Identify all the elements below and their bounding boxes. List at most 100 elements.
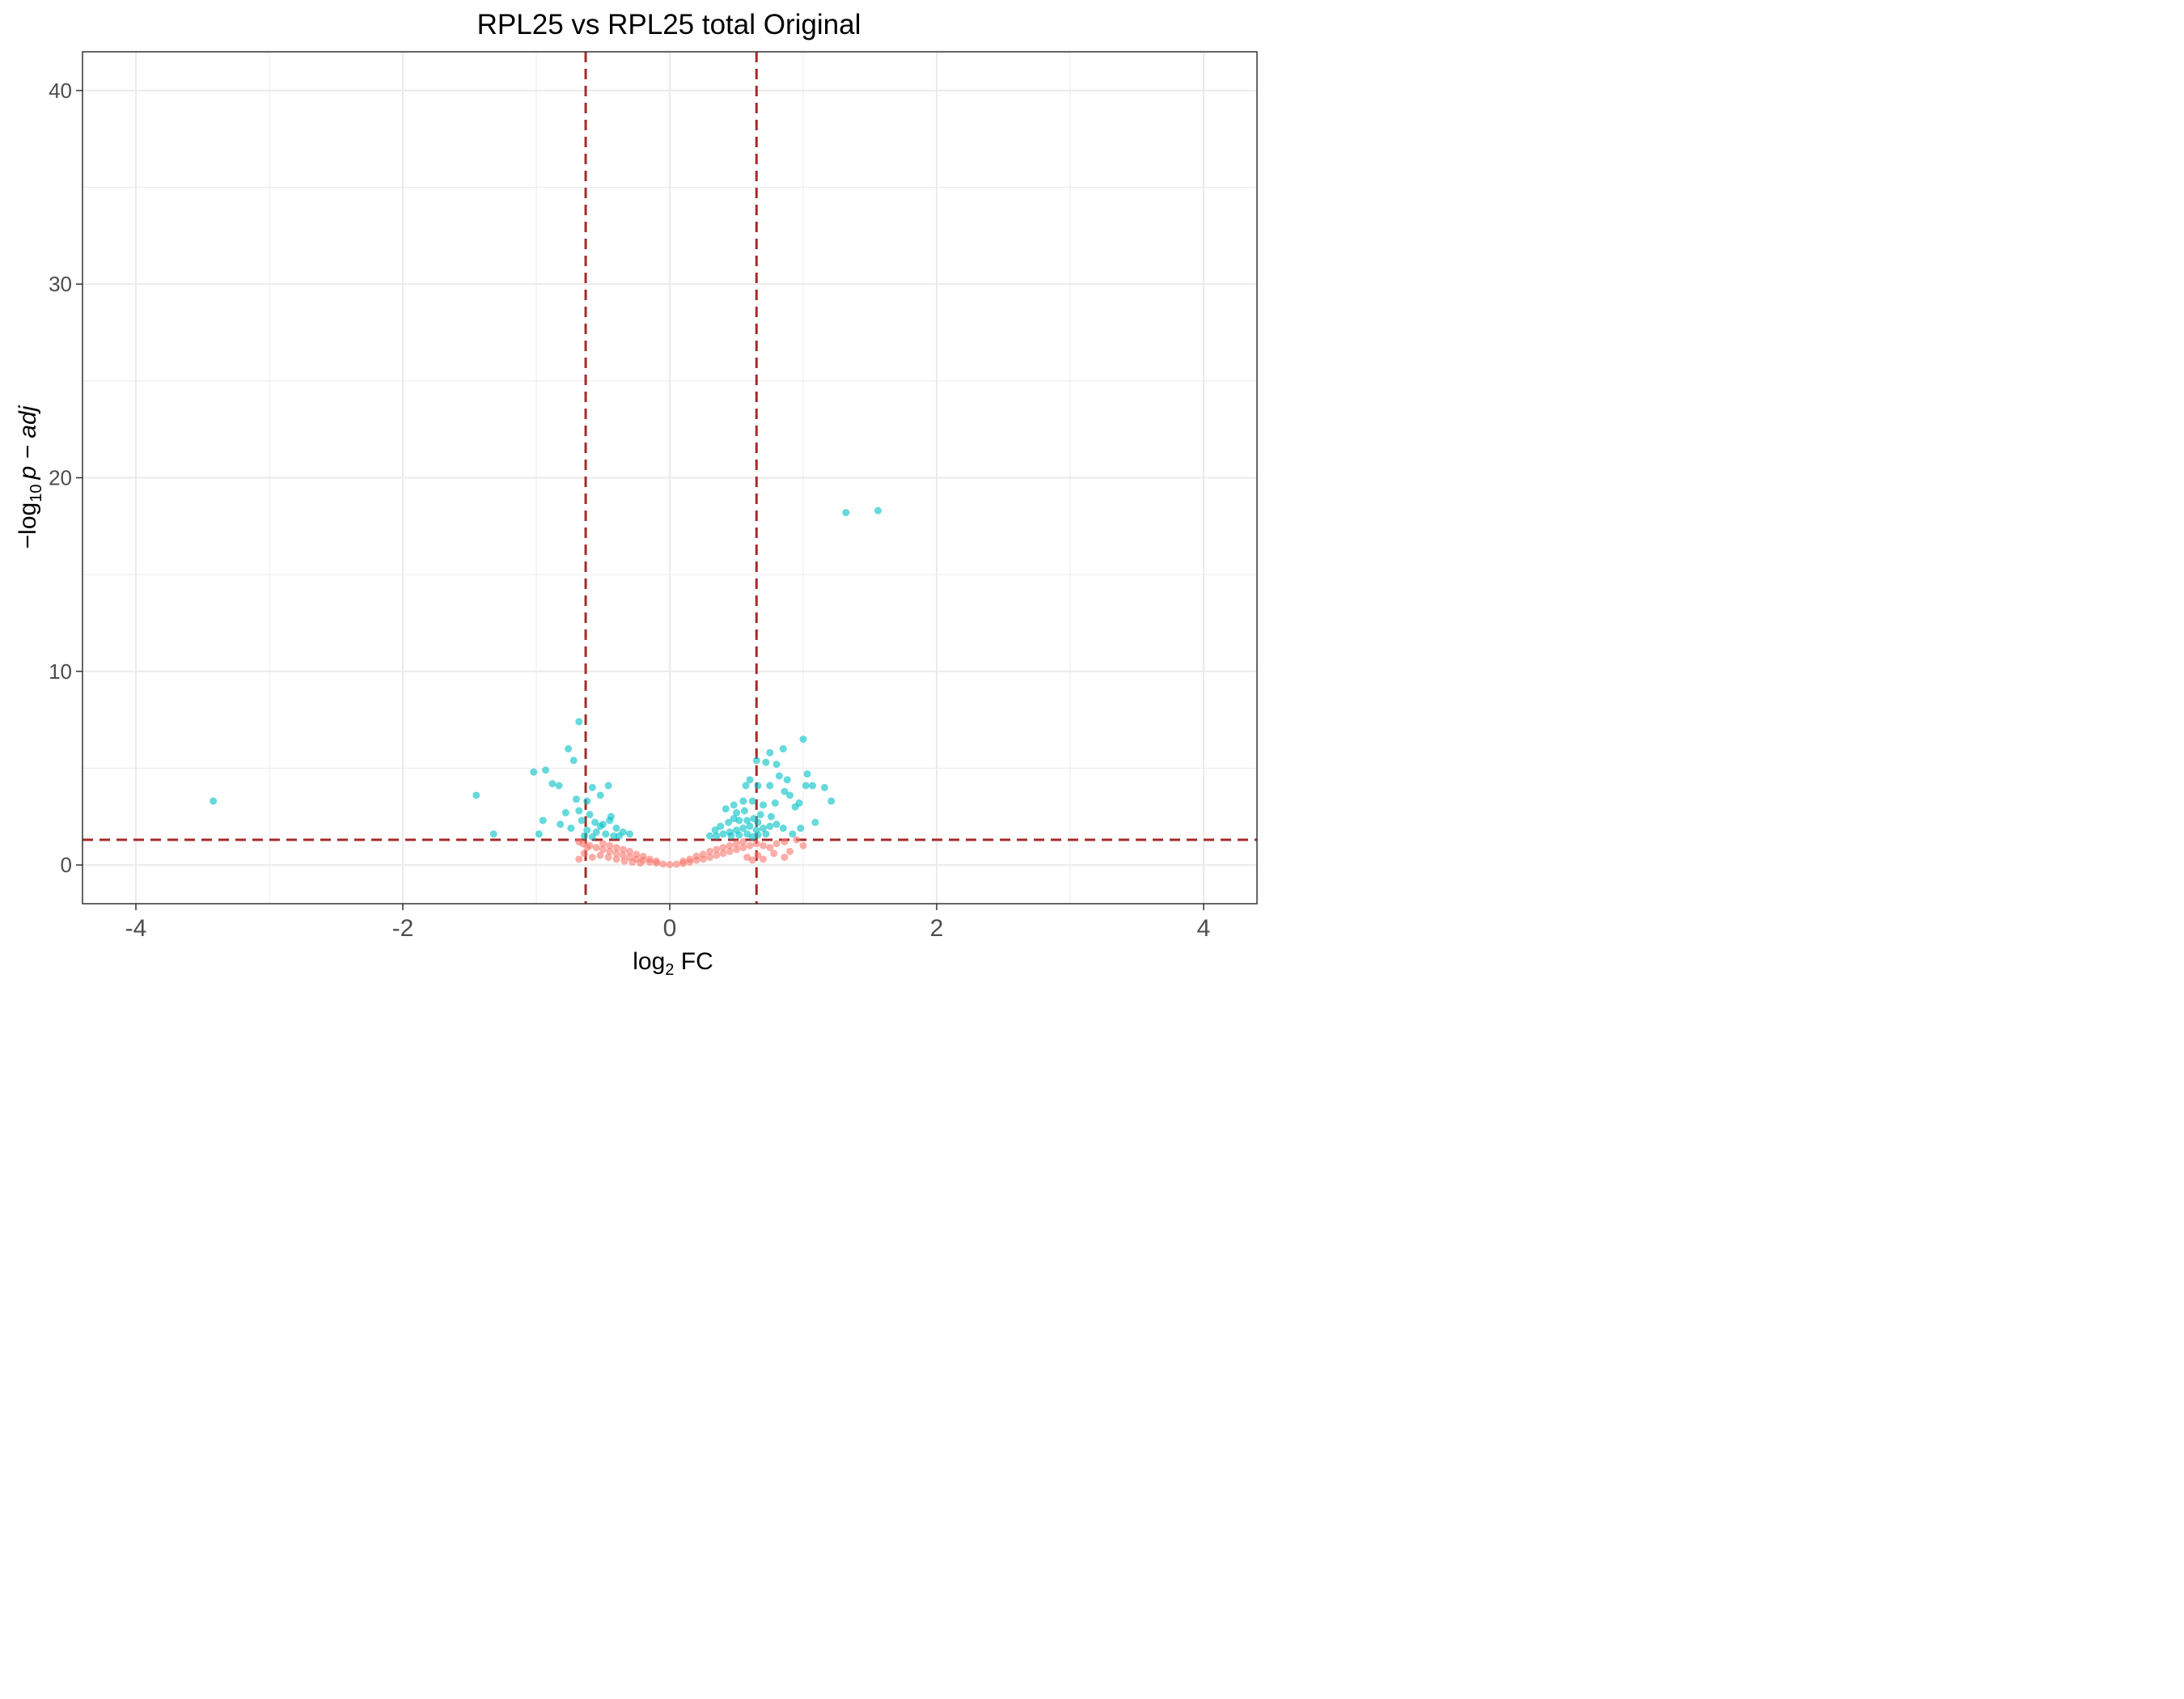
y-axis-title-sub: 10 bbox=[28, 485, 45, 502]
significant-point bbox=[583, 826, 591, 834]
significant-point bbox=[542, 766, 550, 774]
significant-point bbox=[746, 822, 754, 830]
significant-point bbox=[772, 820, 781, 828]
nonsignificant-point bbox=[604, 854, 612, 862]
nonsignificant-point bbox=[706, 847, 713, 855]
nonsignificant-point bbox=[760, 855, 767, 863]
nonsignificant-point bbox=[748, 856, 756, 864]
x-tick-label: -2 bbox=[392, 915, 414, 942]
nonsignificant-point bbox=[733, 840, 740, 848]
significant-point bbox=[713, 832, 721, 840]
y-tick-label: 0 bbox=[61, 853, 72, 877]
nonsignificant-point bbox=[719, 844, 727, 852]
nonsignificant-point bbox=[686, 855, 694, 863]
y-tick-label: 10 bbox=[49, 659, 72, 684]
significant-point bbox=[779, 745, 787, 753]
significant-point bbox=[730, 801, 738, 809]
significant-point bbox=[210, 797, 218, 805]
significant-point bbox=[748, 833, 756, 841]
significant-point bbox=[717, 822, 725, 830]
significant-point bbox=[746, 776, 754, 784]
gridlines bbox=[83, 52, 1257, 904]
significant-point bbox=[781, 787, 789, 795]
significant-point bbox=[583, 797, 591, 805]
significant-point bbox=[706, 832, 713, 840]
x-tick-label: -4 bbox=[125, 915, 147, 942]
y-axis-title: −log10 p − adj bbox=[15, 405, 45, 549]
x-tick-label: 2 bbox=[930, 915, 944, 942]
significant-point bbox=[740, 807, 748, 815]
significant-point bbox=[809, 782, 817, 790]
significant-point bbox=[602, 830, 610, 838]
significant-point bbox=[802, 782, 810, 790]
y-axis-title-prefix: −log bbox=[15, 502, 41, 549]
significant-point bbox=[783, 776, 791, 784]
significant-point bbox=[596, 791, 604, 799]
significant-point bbox=[539, 816, 547, 824]
nonsignificant-point bbox=[793, 836, 801, 844]
significant-point bbox=[535, 830, 543, 838]
nonsignificant-point bbox=[739, 844, 747, 852]
nonsignificant-point bbox=[719, 850, 727, 858]
nonsignificant-point bbox=[575, 855, 583, 863]
nonsignificant-point bbox=[713, 845, 721, 854]
significant-point bbox=[567, 824, 575, 833]
nonsignificant-point bbox=[766, 844, 774, 852]
significant-point bbox=[588, 833, 596, 841]
significant-point bbox=[580, 832, 588, 840]
nonsignificant-point bbox=[699, 850, 707, 858]
threshold-lines bbox=[83, 52, 1257, 904]
significant-point bbox=[578, 816, 586, 824]
nonsignificant-point bbox=[626, 847, 633, 855]
nonsignificant-point bbox=[619, 845, 627, 854]
significant-point bbox=[569, 756, 578, 765]
significant-point bbox=[762, 830, 770, 838]
significant-point bbox=[820, 783, 828, 791]
significant-point bbox=[760, 801, 767, 809]
x-axis-title-suffix: FC bbox=[674, 948, 713, 975]
nonsignificant-point bbox=[743, 854, 751, 862]
significant-point bbox=[842, 509, 850, 517]
nonsignificant-point bbox=[726, 841, 734, 850]
x-axis-ticks: -4 -2 0 2 4 bbox=[125, 904, 1210, 942]
significant-point bbox=[791, 803, 799, 811]
nonsignificant-point bbox=[770, 850, 778, 858]
significant-point bbox=[561, 809, 569, 817]
nonsignificant-point bbox=[754, 851, 762, 859]
significant-point bbox=[615, 832, 623, 840]
x-tick-label: 0 bbox=[663, 915, 677, 942]
significant-point bbox=[762, 758, 770, 766]
significant-point bbox=[727, 832, 735, 840]
significant-point bbox=[743, 816, 751, 824]
nonsignificant-point bbox=[580, 850, 588, 858]
significant-point bbox=[592, 828, 600, 836]
significant-point bbox=[565, 745, 573, 753]
significant-point bbox=[766, 748, 774, 756]
significant-point bbox=[775, 772, 783, 780]
significant-point bbox=[754, 782, 762, 790]
significant-point bbox=[735, 831, 743, 839]
nonsignificant-point bbox=[772, 840, 781, 848]
significant-point bbox=[548, 780, 557, 788]
nonsignificant-point bbox=[606, 847, 614, 855]
nonsignificant-point bbox=[760, 841, 767, 850]
nonsignificant-point bbox=[659, 860, 667, 868]
significant-point bbox=[767, 812, 775, 820]
significant-point bbox=[735, 816, 743, 824]
significant-point bbox=[607, 812, 615, 820]
y-tick-label: 40 bbox=[49, 78, 72, 103]
nonsignificant-point bbox=[672, 860, 680, 868]
significant-point bbox=[591, 818, 599, 826]
nonsignificant-point bbox=[612, 850, 620, 858]
significant-point bbox=[756, 811, 764, 819]
significant-point bbox=[575, 718, 583, 726]
volcano-plot: RPL25 vs RPL25 total Original -4 -2 0 2 4 0 1… bbox=[15, 9, 1258, 979]
nonsignificant-point bbox=[799, 841, 807, 850]
significant-point bbox=[530, 768, 538, 776]
significant-point bbox=[725, 818, 733, 826]
nonsignificant-point bbox=[692, 852, 700, 860]
significant-point bbox=[779, 824, 787, 833]
x-axis-title-sub: 2 bbox=[665, 961, 674, 979]
significant-point bbox=[596, 822, 604, 830]
x-axis-title-main: log bbox=[633, 948, 665, 975]
